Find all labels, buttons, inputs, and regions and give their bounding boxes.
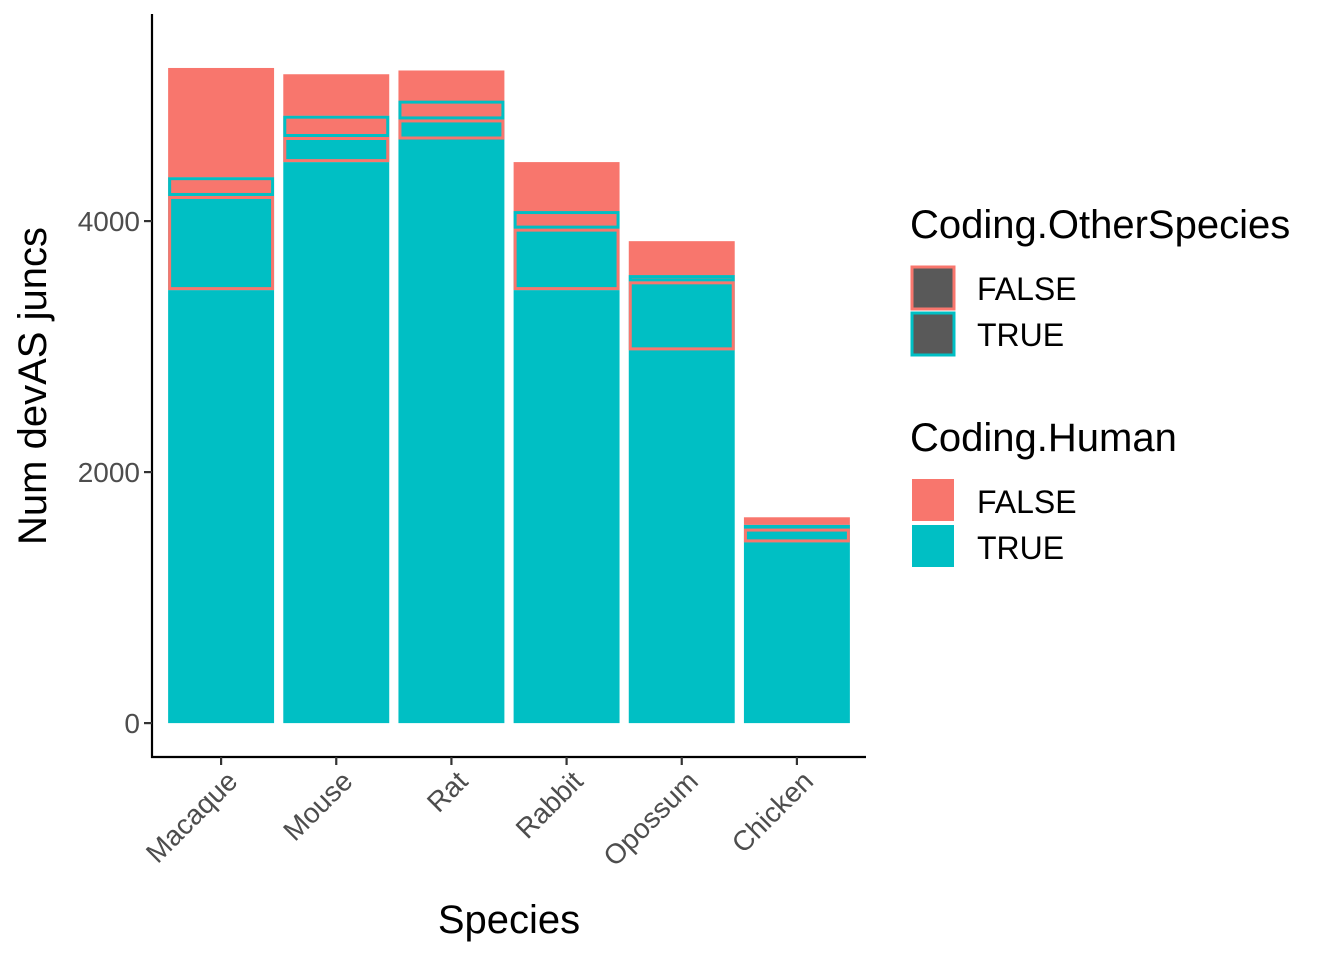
bar-human-true-other-false-outline	[513, 228, 620, 291]
bar-human-false-other-true	[283, 115, 390, 137]
x-tick-label: Mouse	[277, 765, 358, 846]
legend-key-true	[910, 311, 956, 357]
bar-human-false-other-true-outline	[283, 115, 390, 137]
y-tick-label: 4000	[78, 206, 140, 237]
bar-human-false-other-false	[398, 70, 505, 101]
bar-human-true-other-true	[743, 542, 850, 724]
bar-human-false-other-true	[628, 275, 735, 282]
bar-human-false-other-false	[743, 517, 850, 525]
bar-human-true-other-true	[283, 162, 390, 724]
legend-label-false: FALSE	[977, 484, 1077, 520]
legend-key-true	[912, 525, 954, 567]
bar-human-false-other-false	[168, 67, 275, 178]
legend-coding-other-species: Coding.OtherSpecies FALSE TRUE	[910, 203, 1290, 357]
bar-human-true-other-false-outline	[743, 528, 850, 543]
x-axis-title: Species	[438, 898, 580, 942]
bars-layer	[168, 67, 850, 724]
bar-human-false-other-false	[628, 241, 735, 276]
legend-label-true: TRUE	[977, 530, 1064, 566]
y-axis-title: Num devAS juncs	[11, 227, 55, 545]
legend-title: Coding.Human	[910, 416, 1177, 460]
bar-human-false-other-true-outline	[513, 211, 620, 229]
bar-human-false-other-true-outline	[168, 177, 275, 196]
bar-human-false-other-true	[513, 211, 620, 229]
x-tick-label: Rabbit	[510, 765, 589, 844]
x-tick-label: Macaque	[140, 765, 243, 868]
bar-human-false-other-true-outline	[628, 275, 735, 282]
bar-human-true-other-false-outline	[628, 281, 735, 351]
bar-human-false-other-false	[513, 162, 620, 212]
legend-key-false	[912, 479, 954, 521]
bar-human-false-other-true	[398, 100, 505, 120]
legend-coding-human: Coding.Human FALSE TRUE	[910, 416, 1177, 567]
legend-key-false	[910, 265, 956, 311]
bar-human-true-other-false-outline	[168, 195, 275, 291]
bar-human-true-other-false	[743, 528, 850, 543]
bar-human-true-other-true	[398, 139, 505, 724]
y-tick-label: 0	[124, 708, 140, 739]
bar-human-true-other-true	[168, 290, 275, 724]
bar-human-true-other-false	[513, 228, 620, 291]
bar-human-false-other-true-outline	[743, 524, 850, 529]
bar-human-true-other-false	[628, 281, 735, 351]
y-ticks: 0 2000 4000	[78, 206, 152, 739]
bar-human-true-other-false	[283, 136, 390, 163]
bar-human-true-other-false	[168, 195, 275, 291]
bar-human-true-other-false-outline	[283, 136, 390, 163]
bar-human-false-other-true-outline	[398, 100, 505, 120]
x-ticks: Macaque Mouse Rat Rabbit Opossum Chicken	[140, 757, 819, 872]
x-tick-label: Rat	[421, 765, 474, 818]
bar-human-false-other-true	[168, 177, 275, 196]
axes-layer	[150, 14, 866, 759]
bar-human-true-other-false	[398, 119, 505, 140]
legend-title: Coding.OtherSpecies	[910, 203, 1290, 247]
y-tick-label: 2000	[78, 457, 140, 488]
legend-label-false: FALSE	[977, 271, 1077, 307]
legend-label-true: TRUE	[977, 317, 1064, 353]
bar-human-true-other-true	[628, 350, 735, 724]
x-tick-label: Chicken	[726, 765, 819, 858]
x-tick-label: Opossum	[597, 765, 704, 872]
bar-human-true-other-false-outline	[398, 119, 505, 140]
bar-human-true-other-true	[513, 290, 620, 724]
bar-human-false-other-false	[283, 74, 390, 116]
